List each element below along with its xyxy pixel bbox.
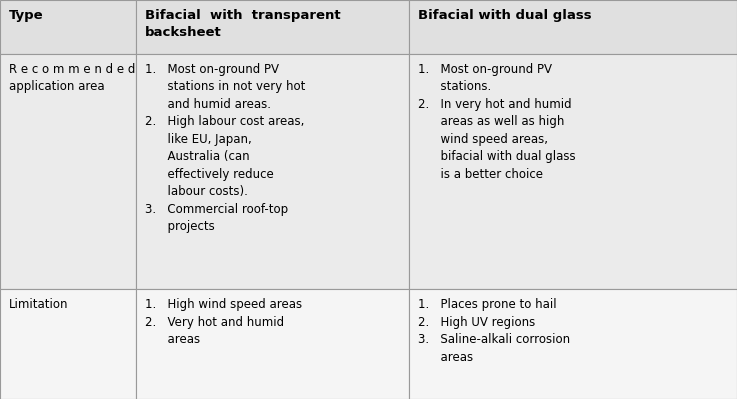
Text: Type: Type xyxy=(9,9,43,22)
Bar xyxy=(136,289,409,399)
Text: Bifacial  with  transparent
backsheet: Bifacial with transparent backsheet xyxy=(145,9,340,39)
Bar xyxy=(136,0,409,54)
Bar xyxy=(0,289,136,399)
Bar xyxy=(0,0,136,54)
Text: R e c o m m e n d e d
application area: R e c o m m e n d e d application area xyxy=(9,63,135,93)
Bar xyxy=(409,289,737,399)
Bar xyxy=(136,54,409,289)
Text: Bifacial with dual glass: Bifacial with dual glass xyxy=(418,9,592,22)
Text: Limitation: Limitation xyxy=(9,298,69,311)
Bar xyxy=(409,0,737,54)
Bar xyxy=(409,54,737,289)
Text: 1.   High wind speed areas
2.   Very hot and humid
      areas: 1. High wind speed areas 2. Very hot and… xyxy=(145,298,302,346)
Text: 1.   Places prone to hail
2.   High UV regions
3.   Saline-alkali corrosion
    : 1. Places prone to hail 2. High UV regio… xyxy=(418,298,570,363)
Bar xyxy=(0,54,136,289)
Text: 1.   Most on-ground PV
      stations.
2.   In very hot and humid
      areas as: 1. Most on-ground PV stations. 2. In ver… xyxy=(418,63,576,181)
Text: 1.   Most on-ground PV
      stations in not very hot
      and humid areas.
2. : 1. Most on-ground PV stations in not ver… xyxy=(145,63,306,233)
